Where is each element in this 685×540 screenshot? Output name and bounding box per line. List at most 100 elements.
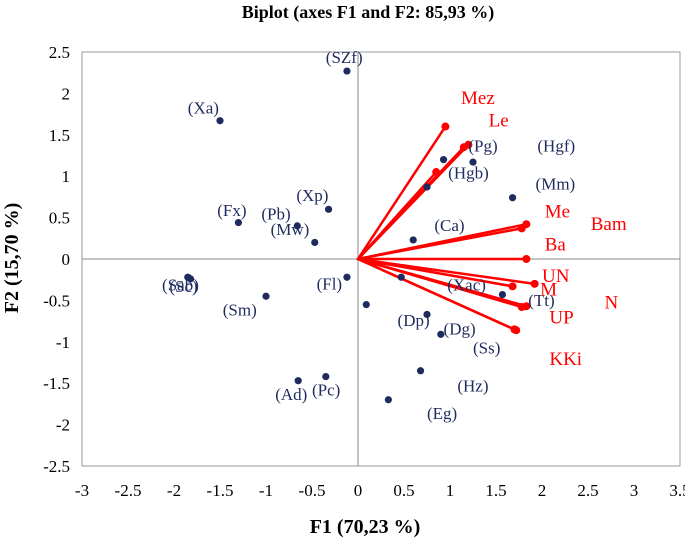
observation-label: (Hgf) xyxy=(537,136,575,155)
y-tick-label: 0 xyxy=(62,250,71,269)
tick-labels: -3 -2.5 -2 -1.5 -1 -0.5 0 0.5 1 1.5 2 2.5 3 3.5 2.5 2 1.… xyxy=(43,43,685,500)
y-tick-label: -2.5 xyxy=(43,457,70,476)
variable-vector xyxy=(356,170,438,261)
observation-point xyxy=(324,205,333,213)
observation-point xyxy=(409,236,417,244)
variable-vector-tip xyxy=(459,143,468,152)
observation-point xyxy=(439,156,448,164)
observation-point xyxy=(469,158,477,166)
observation-label: (SZf) xyxy=(326,48,363,67)
variable-vector-tip xyxy=(517,224,526,233)
x-tick-label: 3.5 xyxy=(669,481,685,500)
observation-label: (Eg) xyxy=(427,404,457,423)
observation-point xyxy=(294,377,302,385)
observation-label: (Sc) xyxy=(169,277,197,296)
x-tick-label: 0 xyxy=(354,481,363,500)
chart-title: Biplot (axes F1 and F2: 85,93 %) xyxy=(242,2,495,23)
variable-vector xyxy=(356,227,524,261)
observation-label: (Ad) xyxy=(275,385,307,404)
variable-vector-tip xyxy=(530,279,539,288)
variable-label: Me xyxy=(545,202,570,223)
point-labels: (SZf)(Xa)(Pg) (Hgf)(Hgb)(Mm)(Xp)(Fx) (Pb)(… xyxy=(162,48,627,423)
x-axis-title: F1 (70,23 %) xyxy=(310,516,421,538)
x-tick-label: 1 xyxy=(446,481,455,500)
x-tick-label: -1 xyxy=(259,481,273,500)
variable-label: Ba xyxy=(545,235,567,256)
observation-point xyxy=(216,117,224,125)
y-tick-label: -1.5 xyxy=(43,374,70,393)
variable-vector xyxy=(356,257,524,309)
observation-point xyxy=(416,367,425,375)
y-tick-label: -1 xyxy=(56,333,70,352)
y-tick-label: 0.5 xyxy=(49,209,70,228)
observation-point xyxy=(437,330,445,338)
variable-label: N xyxy=(605,293,619,314)
variable-vector-tip xyxy=(508,282,517,291)
observation-label: (Sab) xyxy=(162,275,199,294)
observation-point xyxy=(293,222,301,230)
observation-label: (Ss) xyxy=(473,338,500,357)
observation-point xyxy=(186,275,195,283)
observation-label: (Fl) xyxy=(317,275,343,294)
x-tick-label: -1.5 xyxy=(207,481,234,500)
y-tick-label: 1 xyxy=(62,167,71,186)
variable-label: UN xyxy=(542,266,570,287)
observation-point xyxy=(384,396,392,404)
observation-label: (Xa) xyxy=(188,98,219,117)
y-axis-title: F2 (15,70 %) xyxy=(1,203,23,314)
observation-label: (Sm) xyxy=(223,300,257,319)
observation-point xyxy=(423,310,431,319)
observation-label: (Pg) xyxy=(468,136,497,155)
observation-point xyxy=(262,292,270,300)
variable-vector-tip xyxy=(432,168,441,177)
variable-label: Mez xyxy=(461,88,495,109)
observation-point xyxy=(423,183,431,191)
observation-point xyxy=(322,372,330,381)
observation-label: (Hgb) xyxy=(448,164,489,183)
variable-label: M xyxy=(540,279,557,300)
x-tick-label: -2.5 xyxy=(115,481,142,500)
y-tick-label: 1.5 xyxy=(49,126,70,145)
x-tick-label: 2 xyxy=(538,481,547,500)
x-tick-label: 2.5 xyxy=(577,481,598,500)
observation-label: (Hz) xyxy=(457,376,488,395)
x-tick-label: -3 xyxy=(75,481,89,500)
y-tick-label: -0.5 xyxy=(43,291,70,310)
y-tick-label: 2.5 xyxy=(49,43,70,62)
observation-label: (Pb) xyxy=(261,204,290,223)
observation-points xyxy=(184,67,517,404)
observation-label: (Dg) xyxy=(444,319,476,338)
y-tick-label: 2 xyxy=(62,84,71,103)
y-tick-label: -2 xyxy=(56,416,70,435)
variable-label: KKi xyxy=(549,349,582,370)
observation-label: (Ca) xyxy=(434,216,464,235)
observation-point xyxy=(311,238,319,247)
variable-label: Le xyxy=(489,111,509,132)
observation-label: (Mw) xyxy=(271,220,310,239)
observation-point xyxy=(508,194,517,202)
x-tick-label: -2 xyxy=(167,481,181,500)
variable-vector xyxy=(356,257,514,288)
variable-vector xyxy=(356,257,518,332)
observation-label: (Dp) xyxy=(398,311,430,330)
variable-label: Bam xyxy=(591,214,627,235)
observation-label: (Xp) xyxy=(296,186,328,205)
variable-label: UP xyxy=(549,308,573,329)
variable-vectors xyxy=(356,122,539,335)
variable-vector-tip xyxy=(441,122,450,131)
observation-point xyxy=(343,273,351,281)
variable-vector-tip xyxy=(512,326,521,335)
observation-label: (Fx) xyxy=(217,201,246,220)
observation-point xyxy=(397,273,405,281)
x-tick-label: 3 xyxy=(630,481,639,500)
observation-point xyxy=(362,300,370,309)
variable-vector-tip xyxy=(517,303,526,312)
variable-vector-tip xyxy=(522,255,531,263)
x-tick-label: 1.5 xyxy=(485,481,506,500)
observation-point xyxy=(234,218,242,227)
observation-point xyxy=(343,67,351,75)
x-tick-label: 0.5 xyxy=(393,481,414,500)
observation-point xyxy=(498,291,507,299)
variable-vector xyxy=(356,125,447,261)
